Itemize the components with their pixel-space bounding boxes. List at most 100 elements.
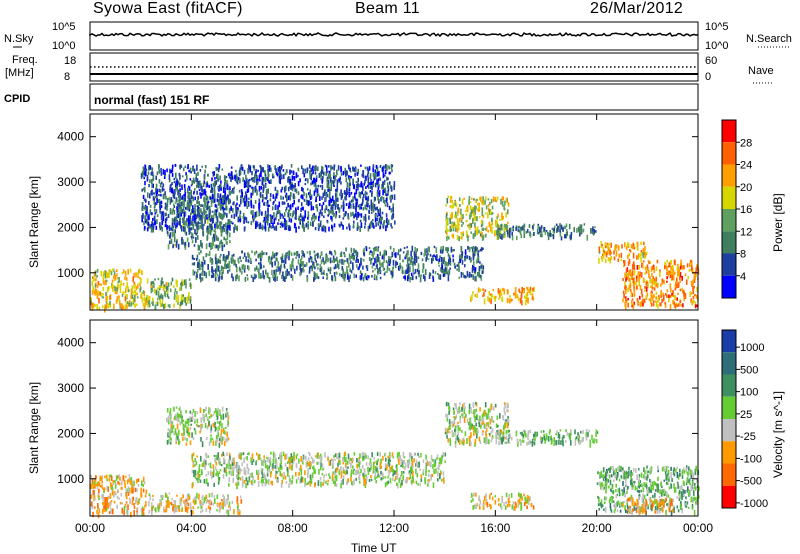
scatter-cell	[322, 167, 324, 170]
scatter-cell	[218, 275, 221, 281]
scatter-cell	[479, 233, 482, 237]
scatter-cell	[360, 207, 363, 210]
scatter-cell	[166, 198, 169, 203]
scatter-cell	[295, 464, 298, 469]
scatter-cell	[209, 229, 212, 236]
scatter-cell	[217, 224, 219, 229]
scatter-cell	[490, 298, 492, 305]
scatter-cell	[228, 207, 231, 214]
scatter-cell	[197, 215, 200, 218]
scatter-cell	[427, 461, 429, 466]
scatter-cell	[156, 191, 158, 197]
scatter-cell	[244, 195, 246, 199]
scatter-cell	[152, 227, 154, 233]
scatter-cell	[472, 245, 475, 249]
scatter-cell	[410, 250, 412, 257]
scatter-cell	[356, 214, 358, 221]
scatter-cell	[144, 206, 146, 211]
scatter-cell	[469, 205, 472, 211]
scatter-cell	[398, 249, 400, 253]
scatter-cell	[125, 277, 128, 281]
scatter-cell	[152, 280, 154, 284]
scatter-cell	[545, 230, 548, 233]
scatter-cell	[267, 226, 270, 232]
scatter-cell	[377, 209, 379, 212]
scatter-cell	[610, 255, 613, 260]
scatter-cell	[439, 255, 441, 259]
scatter-cell	[247, 201, 250, 207]
scatter-cell	[533, 223, 535, 226]
scatter-cell	[477, 202, 479, 206]
scatter-cell	[119, 284, 122, 290]
scatter-cell	[570, 234, 572, 240]
scatter-cell	[232, 253, 235, 257]
scatter-cell	[482, 247, 484, 250]
scatter-cell	[196, 268, 199, 273]
scatter-cell	[174, 243, 177, 246]
scatter-cell	[511, 231, 513, 236]
scatter-cell	[452, 233, 455, 239]
scatter-cell	[693, 277, 696, 283]
scatter-cell	[370, 478, 373, 482]
scatter-cell	[155, 175, 157, 181]
scatter-cell	[315, 260, 317, 263]
scatter-cell	[254, 185, 257, 189]
scatter-cell	[232, 188, 234, 192]
scatter-cell	[142, 194, 145, 199]
scatter-cell	[345, 192, 347, 197]
scatter-cell	[460, 211, 462, 215]
scatter-cell	[526, 296, 528, 303]
scatter-cell	[167, 496, 169, 503]
scatter-cell	[313, 273, 316, 278]
scatter-cell	[164, 224, 167, 228]
scatter-cell	[194, 473, 197, 476]
scatter-cell	[383, 258, 385, 263]
scatter-cell	[180, 500, 182, 507]
scatter-cell	[276, 465, 278, 470]
scatter-cell	[397, 252, 399, 256]
scatter-cell	[198, 252, 201, 255]
scatter-cell	[224, 256, 226, 259]
scatter-cell	[531, 225, 534, 229]
scatter-cell	[276, 276, 278, 282]
scatter-cell	[481, 200, 483, 204]
scatter-cell	[422, 274, 425, 279]
scatter-cell	[188, 219, 191, 225]
scatter-cell	[250, 203, 253, 209]
scatter-cell	[171, 277, 174, 282]
scatter-cell	[360, 203, 362, 210]
scatter-cell	[364, 179, 366, 184]
scatter-cell	[681, 275, 683, 281]
scatter-cell	[133, 480, 135, 486]
scatter-cell	[449, 261, 452, 266]
scatter-cell	[328, 165, 330, 168]
scatter-cell	[373, 225, 375, 229]
scatter-cell	[312, 221, 314, 227]
scatter-cell	[635, 275, 638, 280]
scatter-cell	[190, 171, 192, 174]
scatter-cell	[125, 495, 128, 500]
scatter-cell	[445, 204, 447, 207]
scatter-cell	[123, 269, 125, 274]
scatter-cell	[256, 181, 259, 185]
scatter-cell	[690, 280, 693, 285]
scatter-cell	[280, 195, 282, 200]
scatter-cell	[331, 205, 334, 209]
scatter-cell	[245, 217, 248, 223]
scatter-cell	[410, 452, 412, 456]
beam-title: Beam 11	[355, 0, 420, 17]
scatter-cell	[184, 165, 187, 168]
scatter-cell	[106, 485, 108, 491]
scatter-cell	[311, 217, 313, 221]
scatter-cell	[285, 206, 288, 211]
scatter-cell	[337, 203, 339, 209]
scatter-cell	[353, 220, 355, 224]
scatter-cell	[102, 292, 104, 296]
scatter-cell	[340, 172, 343, 176]
scatter-cell	[152, 223, 155, 230]
scatter-cell	[291, 475, 294, 480]
scatter-cell	[598, 258, 600, 264]
scatter-cell	[520, 298, 522, 302]
scatter-cell	[161, 226, 163, 232]
scatter-cell	[457, 207, 460, 213]
